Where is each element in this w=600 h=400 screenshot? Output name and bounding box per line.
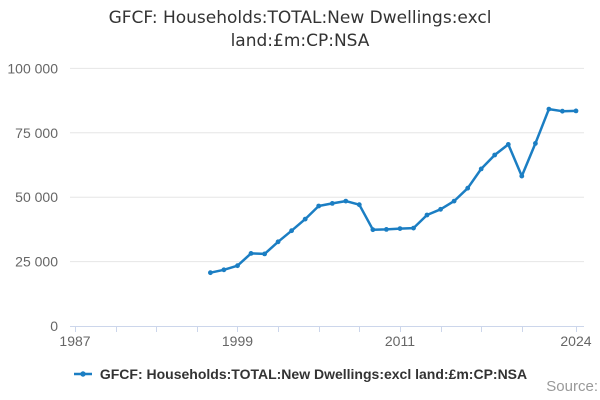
- data-point-marker[interactable]: [208, 270, 213, 276]
- data-point-marker[interactable]: [275, 239, 281, 245]
- y-axis-label: 25 000: [15, 254, 58, 270]
- data-point-marker[interactable]: [262, 251, 267, 257]
- data-point-marker[interactable]: [397, 226, 403, 232]
- data-point-marker[interactable]: [235, 263, 240, 269]
- data-point-marker[interactable]: [519, 173, 525, 179]
- y-axis-label: 50 000: [15, 189, 58, 205]
- data-point-marker[interactable]: [356, 202, 362, 208]
- data-point-marker[interactable]: [546, 106, 552, 112]
- data-point-marker[interactable]: [302, 216, 308, 222]
- legend-label: GFCF: Households:TOTAL:New Dwellings:exc…: [99, 366, 528, 382]
- y-axis-label: 100 000: [7, 60, 58, 76]
- legend-item[interactable]: GFCF: Households:TOTAL:New Dwellings:exc…: [73, 366, 527, 382]
- x-axis-label: 2024: [560, 333, 591, 349]
- data-point-marker[interactable]: [343, 198, 349, 204]
- data-point-marker[interactable]: [451, 198, 457, 204]
- chart-title: GFCF: Households:TOTAL:New Dwellings:exc…: [108, 8, 492, 51]
- y-axis-label: 75 000: [15, 125, 58, 141]
- series-line[interactable]: [209, 107, 578, 274]
- data-point-marker[interactable]: [221, 267, 227, 273]
- data-point-marker[interactable]: [533, 141, 538, 146]
- data-point-marker[interactable]: [248, 251, 254, 256]
- data-point-marker[interactable]: [505, 142, 511, 147]
- data-point-marker[interactable]: [424, 212, 430, 218]
- data-point-marker[interactable]: [316, 203, 322, 209]
- plot-area: 0 25 000 50 000 75 000 100 000 1987 1999 2011 20…: [7, 60, 591, 349]
- data-point-marker[interactable]: [411, 225, 416, 231]
- source-text: Source:: [546, 378, 598, 395]
- data-point-marker[interactable]: [492, 152, 498, 158]
- data-point-marker[interactable]: [370, 227, 376, 233]
- data-point-marker[interactable]: [329, 201, 335, 206]
- legend-series-marker-icon: [73, 371, 92, 377]
- x-axis-label: 1987: [59, 333, 90, 349]
- y-axis-label: 0: [50, 318, 58, 334]
- data-point-marker[interactable]: [384, 227, 389, 232]
- x-axis-label: 1999: [222, 333, 253, 349]
- data-point-marker[interactable]: [478, 166, 484, 172]
- x-axis-label: 2011: [385, 333, 415, 349]
- data-point-marker[interactable]: [465, 185, 471, 191]
- data-point-marker[interactable]: [438, 206, 443, 212]
- data-point-marker[interactable]: [289, 228, 294, 234]
- data-point-marker[interactable]: [560, 108, 565, 114]
- legend: GFCF: Households:TOTAL:New Dwellings:exc…: [0, 364, 600, 384]
- data-point-marker[interactable]: [573, 108, 579, 114]
